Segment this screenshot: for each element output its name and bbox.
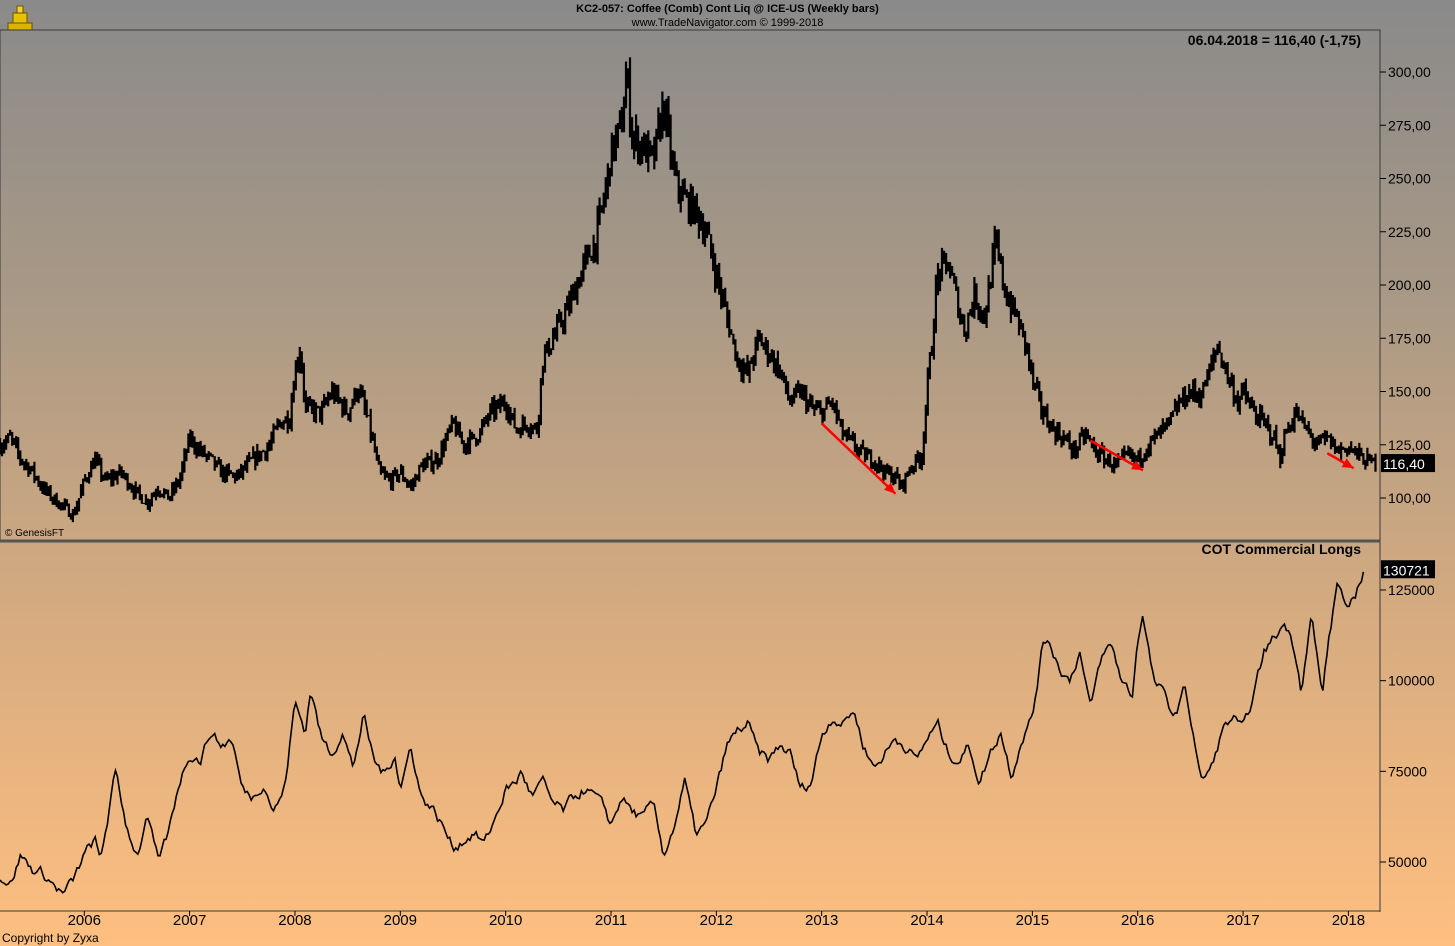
x-tick-label: 2009 [384, 912, 417, 929]
cot-tick-label: 75000 [1388, 763, 1427, 779]
x-tick-label: 2016 [1121, 912, 1154, 929]
cot-panel-title: COT Commercial Longs [1201, 541, 1361, 557]
price-panel-frame [0, 29, 1381, 541]
price-tick-label: 150,00 [1388, 384, 1431, 400]
trend-arrow-head [1130, 460, 1143, 471]
price-tick-label: 225,00 [1388, 224, 1431, 240]
copyright-label: Copyright by Zyxa [2, 931, 99, 945]
genesis-label: © GenesisFT [5, 528, 65, 539]
x-tick-label: 2012 [700, 912, 733, 929]
price-last-value-label-bg [1381, 454, 1435, 473]
x-tick-label: 2007 [173, 912, 206, 929]
x-tick-label: 2006 [68, 912, 101, 929]
x-tick-label: 2011 [595, 912, 627, 929]
trend-arrow-head [884, 482, 896, 494]
price-tick-label: 200,00 [1388, 277, 1431, 293]
price-tick-label: 175,00 [1388, 330, 1431, 346]
price-readout: 06.04.2018 = 116,40 (-1,75) [1187, 32, 1361, 48]
price-tick-label: 275,00 [1388, 117, 1431, 133]
price-tick-label: 250,00 [1388, 171, 1431, 187]
cot-tick-label: 50000 [1388, 854, 1427, 870]
price-last-value-label: 116,40 [1383, 456, 1425, 472]
cot-last-value-label-bg [1381, 560, 1435, 579]
trend-arrow-head [1341, 458, 1354, 469]
x-tick-label: 2014 [910, 912, 943, 929]
x-tick-label: 2017 [1226, 912, 1259, 929]
x-tick-label: 2008 [278, 912, 311, 929]
chart-subtitle: www.TradeNavigator.com © 1999-2018 [631, 17, 824, 29]
chart-title: KC2-057: Coffee (Comb) Cont Liq @ ICE-US… [576, 3, 879, 15]
price-tick-label: 100,00 [1388, 490, 1431, 506]
price-tick-label: 125,00 [1388, 437, 1431, 453]
x-tick-label: 2010 [489, 912, 522, 929]
cot-series [0, 571, 1365, 894]
cot-line [0, 571, 1365, 894]
cot-last-value-label: 130721 [1383, 562, 1430, 578]
trend-arrow-line [820, 422, 897, 495]
cot-tick-label: 100000 [1388, 673, 1435, 689]
trend-arrows [820, 422, 1355, 495]
x-tick-label: 2018 [1332, 912, 1365, 929]
x-tick-label: 2013 [805, 912, 838, 929]
price-tick-label: 300,00 [1388, 64, 1431, 80]
cot-tick-label: 125000 [1388, 582, 1435, 598]
x-tick-label: 2015 [1016, 912, 1049, 929]
price-bars [0, 57, 1377, 523]
price-series [0, 57, 1377, 523]
